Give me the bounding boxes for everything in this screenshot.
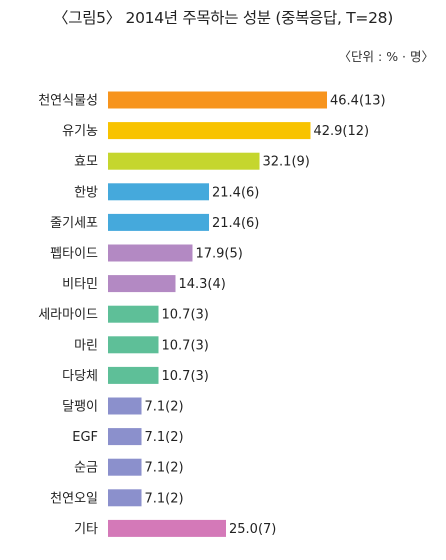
bar: [108, 336, 159, 354]
category-label: 천연오일: [50, 491, 98, 506]
bars-group: 천연식물성 46.4(13) 유기농 42.9(12) 효모 32.1(9) 한방 21.4(…: [38, 91, 386, 537]
value-label: 14.3(4): [178, 277, 225, 292]
bar: [108, 397, 142, 415]
chart-title: 〈그림5〉 2014년 주목하는 성분 (중복응답, T=28): [53, 9, 393, 27]
bar: [108, 152, 260, 170]
category-label: 다당체: [62, 369, 98, 384]
value-label: 7.1(2): [145, 461, 184, 476]
value-label: 7.1(2): [145, 400, 184, 415]
bar: [108, 183, 210, 201]
category-label: 마린: [74, 338, 98, 353]
bar: [108, 213, 210, 231]
bar: [108, 122, 311, 140]
category-label: 효모: [74, 155, 98, 170]
value-label: 10.7(3): [162, 308, 209, 323]
category-label: 달팽이: [62, 400, 98, 415]
value-label: 46.4(13): [330, 94, 386, 109]
value-label: 21.4(6): [212, 216, 259, 231]
value-label: 10.7(3): [162, 369, 209, 384]
category-label: 천연식물성: [38, 94, 98, 109]
unit-label: 〈단위 : % · 명〉: [338, 49, 434, 64]
value-label: 42.9(12): [313, 124, 369, 139]
category-label: EGF: [72, 430, 98, 445]
category-label: 한방: [74, 185, 98, 200]
bar: [108, 458, 142, 476]
category-label: 펩타이드: [50, 247, 98, 262]
bar: [108, 428, 142, 446]
bar: [108, 305, 159, 323]
bar: [108, 366, 159, 384]
bar: [108, 91, 328, 109]
bar: [108, 244, 193, 262]
bar: [108, 519, 226, 537]
category-label: 기타: [74, 522, 98, 537]
category-label: 비타민: [62, 277, 98, 292]
value-label: 17.9(5): [195, 247, 242, 262]
category-label: 세라마이드: [38, 308, 98, 323]
value-label: 25.0(7): [229, 522, 276, 537]
value-label: 21.4(6): [212, 185, 259, 200]
category-label: 순금: [74, 461, 98, 476]
category-label: 줄기세포: [50, 216, 98, 231]
value-label: 7.1(2): [145, 491, 184, 506]
value-label: 7.1(2): [145, 430, 184, 445]
category-label: 유기농: [62, 124, 98, 139]
value-label: 10.7(3): [162, 338, 209, 353]
value-label: 32.1(9): [263, 155, 310, 170]
bar: [108, 275, 176, 293]
bar: [108, 489, 142, 507]
